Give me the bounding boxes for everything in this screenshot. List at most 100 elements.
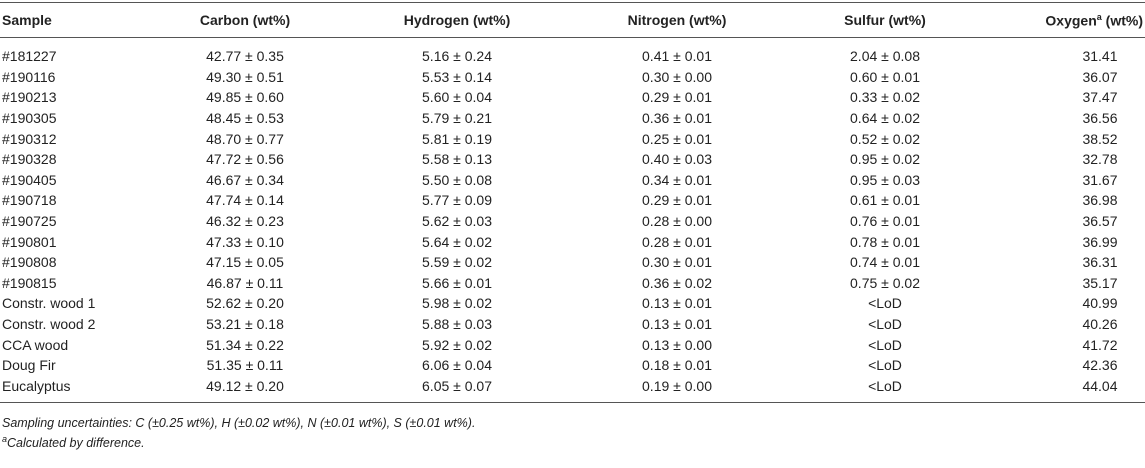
table-cell: 0.30 ± 0.00 bbox=[642, 68, 712, 85]
footnote: Sampling uncertainties: C (±0.25 wt%), H… bbox=[2, 416, 476, 431]
table-cell: 42.77 ± 0.35 bbox=[206, 48, 284, 65]
table-cell: 5.88 ± 0.03 bbox=[422, 316, 492, 333]
header-cell: Sample bbox=[0, 2, 140, 38]
header-text: Oxygen bbox=[1045, 12, 1097, 29]
table-cell: 36.99 bbox=[1082, 233, 1118, 250]
table-cell: 36.07 bbox=[1082, 68, 1118, 85]
table-cell: #190116 bbox=[2, 68, 56, 85]
table-cell: 0.13 ± 0.00 bbox=[642, 336, 712, 353]
table-cell: 49.30 ± 0.51 bbox=[206, 68, 284, 85]
header-row: Sample Carbon (wt%) Hydrogen (wt%) Nitrogen… bbox=[0, 2, 1145, 38]
table-cell: <LoD bbox=[868, 377, 902, 394]
table-cell: 0.18 ± 0.01 bbox=[642, 357, 712, 374]
table-cell: 0.78 ± 0.01 bbox=[850, 233, 920, 250]
table-row: #190305 48.45 ± 0.53 5.79 ± 0.21 0.36 ± 0.0… bbox=[0, 108, 1145, 129]
header-cell: Hydrogen (wt%) bbox=[350, 2, 564, 38]
table-cell: #181227 bbox=[2, 48, 57, 65]
table-cell: #190801 bbox=[2, 233, 57, 250]
table-row: #190725 46.32 ± 0.23 5.62 ± 0.03 0.28 ± 0.0… bbox=[0, 211, 1145, 232]
table-row: #190815 46.87 ± 0.11 5.66 ± 0.01 0.36 ± 0.0… bbox=[0, 273, 1145, 294]
table-cell: 48.70 ± 0.77 bbox=[206, 130, 284, 147]
table-cell: 5.79 ± 0.21 bbox=[422, 110, 492, 127]
table-row: #190808 47.15 ± 0.05 5.59 ± 0.02 0.30 ± 0.0… bbox=[0, 252, 1145, 273]
table-row: Constr. wood 1 52.62 ± 0.20 5.98 ± 0.02 0.1… bbox=[0, 293, 1145, 314]
table-cell: 47.72 ± 0.56 bbox=[206, 151, 284, 168]
table-cell: 0.28 ± 0.00 bbox=[642, 213, 712, 230]
table-cell: 51.34 ± 0.22 bbox=[206, 336, 284, 353]
table-cell: 0.13 ± 0.01 bbox=[642, 295, 712, 312]
table-row: #190801 47.33 ± 0.10 5.64 ± 0.02 0.28 ± 0.0… bbox=[0, 231, 1145, 252]
table-cell: 0.28 ± 0.01 bbox=[642, 233, 712, 250]
table-cell: 53.21 ± 0.18 bbox=[206, 316, 284, 333]
table-cell: <LoD bbox=[868, 295, 902, 312]
table-row: Constr. wood 2 53.21 ± 0.18 5.88 ± 0.03 0.1… bbox=[0, 314, 1145, 335]
table-cell: 0.74 ± 0.01 bbox=[850, 254, 920, 271]
table-cell: #190213 bbox=[2, 89, 57, 106]
table-body: #181227 42.77 ± 0.35 5.16 ± 0.24 0.41 ± 0.0… bbox=[0, 38, 1145, 403]
footnote-text: Calculated by difference. bbox=[7, 436, 145, 451]
table-cell: 0.64 ± 0.02 bbox=[850, 110, 920, 127]
table-cell: 5.92 ± 0.02 bbox=[422, 336, 492, 353]
header-cell: Oxygena (wt%) bbox=[980, 2, 1145, 38]
table-cell: 0.52 ± 0.02 bbox=[850, 130, 920, 147]
table-cell: #190725 bbox=[2, 213, 57, 230]
table-cell: 5.58 ± 0.13 bbox=[422, 151, 492, 168]
table-row: #190328 47.72 ± 0.56 5.58 ± 0.13 0.40 ± 0.0… bbox=[0, 149, 1145, 170]
table-cell: 46.32 ± 0.23 bbox=[206, 213, 284, 230]
table-cell: Constr. wood 2 bbox=[2, 316, 96, 333]
table-cell: 49.85 ± 0.60 bbox=[206, 89, 284, 106]
table-cell: 0.60 ± 0.01 bbox=[850, 68, 920, 85]
table-cell: 5.60 ± 0.04 bbox=[422, 89, 492, 106]
table-row: #190312 48.70 ± 0.77 5.81 ± 0.19 0.25 ± 0.0… bbox=[0, 128, 1145, 149]
table-cell: 0.13 ± 0.01 bbox=[642, 316, 712, 333]
header-cell: Carbon (wt%) bbox=[140, 2, 350, 38]
table-cell: 0.61 ± 0.01 bbox=[850, 192, 920, 209]
table-row: #181227 42.77 ± 0.35 5.16 ± 0.24 0.41 ± 0.0… bbox=[0, 38, 1145, 67]
table-cell: 5.53 ± 0.14 bbox=[422, 68, 492, 85]
table-cell: 40.26 bbox=[1082, 316, 1118, 333]
table-cell: 0.33 ± 0.02 bbox=[850, 89, 920, 106]
table-cell: 0.29 ± 0.01 bbox=[642, 192, 712, 209]
table-cell: 31.41 bbox=[1082, 48, 1118, 65]
header-cell: Sulfur (wt%) bbox=[790, 2, 980, 38]
table-cell: #190305 bbox=[2, 110, 57, 127]
table-cell: 0.34 ± 0.01 bbox=[642, 171, 712, 188]
table-cell: 41.72 bbox=[1082, 336, 1118, 353]
table-cell: 48.45 ± 0.53 bbox=[206, 110, 284, 127]
table-cell: 47.15 ± 0.05 bbox=[206, 254, 284, 271]
table-cell: 5.98 ± 0.02 bbox=[422, 295, 492, 312]
table-cell: 35.17 bbox=[1082, 274, 1118, 291]
table-cell: #190312 bbox=[2, 130, 57, 147]
table-cell: 38.52 bbox=[1082, 130, 1118, 147]
header-cell: Nitrogen (wt%) bbox=[564, 2, 790, 38]
table-cell: <LoD bbox=[868, 316, 902, 333]
table-cell: 0.36 ± 0.02 bbox=[642, 274, 712, 291]
table-cell: 0.29 ± 0.01 bbox=[642, 89, 712, 106]
table-cell: 0.41 ± 0.01 bbox=[642, 48, 712, 65]
table-cell: 0.30 ± 0.01 bbox=[642, 254, 712, 271]
table-cell: 51.35 ± 0.11 bbox=[206, 357, 284, 374]
table-cell: 36.31 bbox=[1082, 254, 1118, 271]
table-cell: #190405 bbox=[2, 171, 57, 188]
table-cell: 5.50 ± 0.08 bbox=[422, 171, 492, 188]
table-cell: 46.87 ± 0.11 bbox=[206, 274, 284, 291]
table-cell: 32.78 bbox=[1082, 151, 1118, 168]
table-row: CCA wood 51.34 ± 0.22 5.92 ± 0.02 0.13 ± 0.… bbox=[0, 334, 1145, 355]
table-cell: 5.59 ± 0.02 bbox=[422, 254, 492, 271]
table-cell: 31.67 bbox=[1082, 171, 1118, 188]
table-cell: CCA wood bbox=[2, 336, 69, 353]
table-cell: 0.95 ± 0.03 bbox=[850, 171, 920, 188]
table-cell: #190328 bbox=[2, 151, 57, 168]
table-row: #190116 49.30 ± 0.51 5.53 ± 0.14 0.30 ± 0.0… bbox=[0, 67, 1145, 88]
table-cell: 49.12 ± 0.20 bbox=[206, 377, 284, 394]
table-cell: #190808 bbox=[2, 254, 57, 271]
table-cell: Constr. wood 1 bbox=[2, 295, 96, 312]
table-cell: 36.56 bbox=[1082, 110, 1118, 127]
table-cell: 5.77 ± 0.09 bbox=[422, 192, 492, 209]
footnote: aCalculated by difference. bbox=[2, 434, 1145, 450]
table-cell: 37.47 bbox=[1082, 89, 1118, 106]
table-cell: 0.95 ± 0.02 bbox=[850, 151, 920, 168]
table-cell: #190815 bbox=[2, 274, 57, 291]
table-cell: 0.75 ± 0.02 bbox=[850, 274, 920, 291]
